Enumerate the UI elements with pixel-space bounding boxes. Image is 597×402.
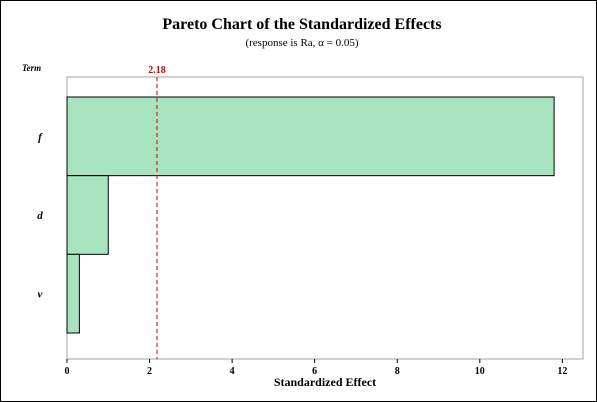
- x-axis-title: Standardized Effect: [274, 375, 376, 389]
- chart-title: Pareto Chart of the Standardized Effects: [162, 16, 441, 33]
- bar-v: [66, 253, 80, 334]
- category-label-v: v: [38, 289, 43, 301]
- x-tick-label: 10: [475, 366, 485, 377]
- bar-d: [66, 175, 109, 255]
- category-label-d: d: [37, 210, 43, 222]
- chart-subtitle: (response is Ra, α = 0.05): [245, 37, 358, 49]
- x-tick-label: 12: [557, 366, 567, 377]
- x-tick-label: 2: [147, 366, 152, 377]
- reference-line-label: 2.18: [148, 65, 166, 76]
- category-label-f: f: [38, 131, 43, 143]
- x-tick-label: 4: [230, 366, 235, 377]
- x-tick-label: 0: [65, 366, 70, 377]
- bar-f: [66, 96, 555, 177]
- x-tick-label: 8: [395, 366, 400, 377]
- x-tick-label: 6: [312, 366, 317, 377]
- y-axis-title: Term: [22, 63, 41, 73]
